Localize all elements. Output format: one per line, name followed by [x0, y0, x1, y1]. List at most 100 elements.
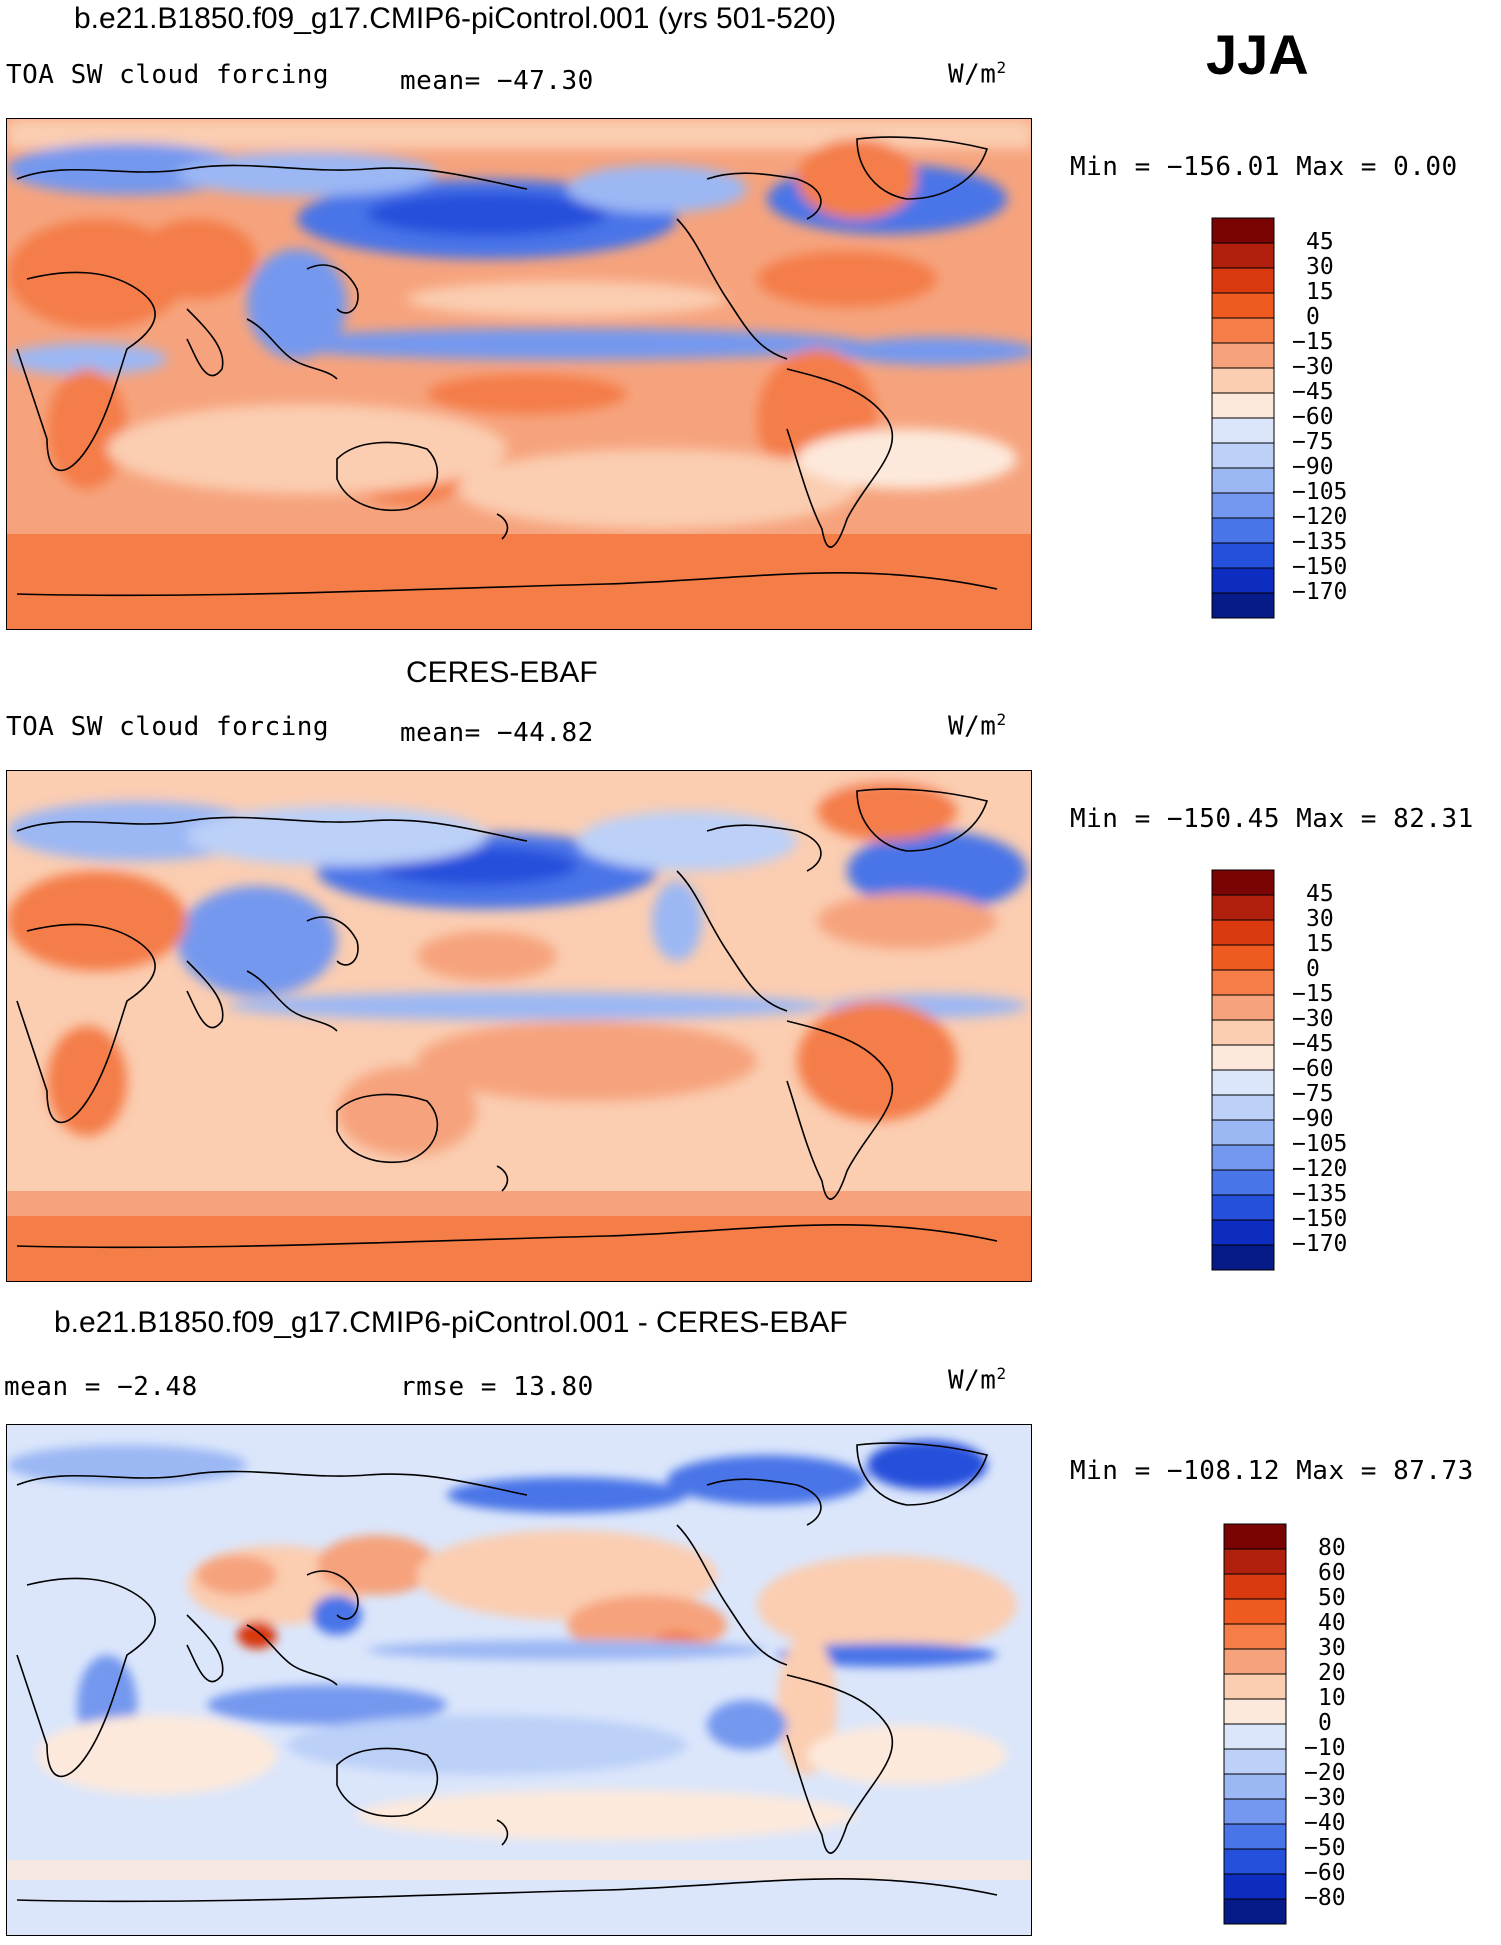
colorbar-tick-label: −30: [1292, 1006, 1334, 1032]
colorbar-swatch: [1211, 1244, 1275, 1271]
colorbar-tick-label: −150: [1292, 554, 1348, 580]
colorbar-swatch: [1211, 217, 1275, 244]
panel3-units-label: W/m2: [948, 1364, 1007, 1396]
colorbar-tick-label: −120: [1292, 1156, 1348, 1182]
colorbar-swatch: [1223, 1573, 1287, 1600]
colorbar-swatch: [1211, 1044, 1275, 1071]
panel3-field-features: [7, 1440, 1017, 1840]
colorbar-swatch: [1211, 1219, 1275, 1246]
colorbar-swatch: [1223, 1548, 1287, 1575]
colorbar-tick-label: −80: [1304, 1885, 1346, 1911]
colorbar-tick-label: −75: [1292, 1081, 1334, 1107]
colorbar-tick-label: 40: [1318, 1610, 1346, 1636]
colorbar-swatch: [1211, 1119, 1275, 1146]
panel3-colorbar: [1223, 1523, 1287, 1925]
colorbar-tick-label: −30: [1304, 1785, 1346, 1811]
colorbar-swatch: [1223, 1523, 1287, 1550]
colorbar-tick-label: 10: [1318, 1685, 1346, 1711]
colorbar-swatch: [1211, 367, 1275, 394]
colorbar-tick-label: −60: [1292, 404, 1334, 430]
colorbar-swatch: [1223, 1873, 1287, 1900]
colorbar-swatch: [1223, 1773, 1287, 1800]
panel3-map: [6, 1424, 1032, 1936]
colorbar-swatch: [1211, 292, 1275, 319]
colorbar-tick-label: 0: [1306, 304, 1320, 330]
colorbar-swatch: [1211, 242, 1275, 269]
colorbar-tick-label: −45: [1292, 1031, 1334, 1057]
colorbar-tick-label: 30: [1306, 906, 1334, 932]
colorbar-tick-label: −105: [1292, 1131, 1348, 1157]
colorbar-swatch: [1223, 1598, 1287, 1625]
panel1-coastlines: [16, 136, 998, 597]
panel1-units-label: W/m2: [948, 58, 1007, 90]
colorbar-swatch: [1211, 392, 1275, 419]
colorbar-tick-label: −170: [1292, 579, 1348, 605]
colorbar-swatch: [1211, 1094, 1275, 1121]
colorbar-swatch: [1223, 1723, 1287, 1750]
colorbar-tick-label: −150: [1292, 1206, 1348, 1232]
colorbar-tick-label: 0: [1318, 1710, 1332, 1736]
colorbar-tick-label: −60: [1292, 1056, 1334, 1082]
colorbar-tick-label: −50: [1304, 1835, 1346, 1861]
colorbar-tick-label: 15: [1306, 931, 1334, 957]
colorbar-tick-label: −105: [1292, 479, 1348, 505]
colorbar-tick-label: −75: [1292, 429, 1334, 455]
season-label: JJA: [1206, 23, 1309, 86]
colorbar-swatch: [1223, 1898, 1287, 1925]
colorbar-tick-label: 20: [1318, 1660, 1346, 1686]
panel2-map: [6, 770, 1032, 1282]
panel2-coastlines: [16, 788, 998, 1249]
colorbar-swatch: [1223, 1823, 1287, 1850]
colorbar-tick-label: 45: [1306, 881, 1334, 907]
colorbar-tick-label: −40: [1304, 1810, 1346, 1836]
colorbar-tick-label: 60: [1318, 1560, 1346, 1586]
panel2-mean-label: mean= −44.82: [400, 718, 594, 748]
colorbar-swatch: [1211, 492, 1275, 519]
colorbar-tick-label: −10: [1304, 1735, 1346, 1761]
colorbar-tick-label: −15: [1292, 329, 1334, 355]
colorbar-tick-label: 30: [1306, 254, 1334, 280]
colorbar-swatch: [1211, 1169, 1275, 1196]
colorbar-swatch: [1211, 1144, 1275, 1171]
colorbar-tick-label: −90: [1292, 1106, 1334, 1132]
panel3-mean-label: mean = −2.48: [4, 1372, 198, 1402]
panel1-variable-label: TOA SW cloud forcing: [6, 60, 330, 90]
panel1-map: [6, 118, 1032, 630]
colorbar-swatch: [1211, 317, 1275, 344]
colorbar-tick-label: −90: [1292, 454, 1334, 480]
panel2-title: CERES-EBAF: [406, 656, 598, 689]
panel2-variable-label: TOA SW cloud forcing: [6, 712, 330, 742]
colorbar-swatch: [1211, 342, 1275, 369]
panel2-colorbar: [1211, 869, 1275, 1271]
panel1-minmax-label: Min = −156.01 Max = 0.00: [1070, 152, 1458, 182]
colorbar-swatch: [1223, 1673, 1287, 1700]
panel1-southern-band: [7, 534, 1031, 629]
colorbar-tick-label: −15: [1292, 981, 1334, 1007]
colorbar-tick-label: −45: [1292, 379, 1334, 405]
colorbar-tick-label: −60: [1304, 1860, 1346, 1886]
colorbar-swatch: [1211, 1069, 1275, 1096]
colorbar-swatch: [1211, 969, 1275, 996]
colorbar-tick-label: 30: [1318, 1635, 1346, 1661]
colorbar-swatch: [1211, 267, 1275, 294]
panel2-minmax-label: Min = −150.45 Max = 82.31: [1070, 804, 1474, 834]
panel2-field-features: [7, 771, 1031, 1156]
colorbar-swatch: [1211, 517, 1275, 544]
colorbar-tick-label: 15: [1306, 279, 1334, 305]
colorbar-swatch: [1211, 869, 1275, 896]
panel1-colorbar: [1211, 217, 1275, 619]
colorbar-tick-label: 0: [1306, 956, 1320, 982]
colorbar-tick-label: −30: [1292, 354, 1334, 380]
colorbar-tick-label: −170: [1292, 1231, 1348, 1257]
colorbar-swatch: [1223, 1798, 1287, 1825]
colorbar-tick-label: −135: [1292, 529, 1348, 555]
colorbar-swatch: [1211, 1194, 1275, 1221]
colorbar-swatch: [1211, 919, 1275, 946]
colorbar-tick-label: 50: [1318, 1585, 1346, 1611]
panel2-units-label: W/m2: [948, 710, 1007, 742]
colorbar-swatch: [1223, 1648, 1287, 1675]
colorbar-swatch: [1223, 1698, 1287, 1725]
colorbar-swatch: [1211, 467, 1275, 494]
colorbar-swatch: [1211, 442, 1275, 469]
colorbar-tick-label: 80: [1318, 1535, 1346, 1561]
